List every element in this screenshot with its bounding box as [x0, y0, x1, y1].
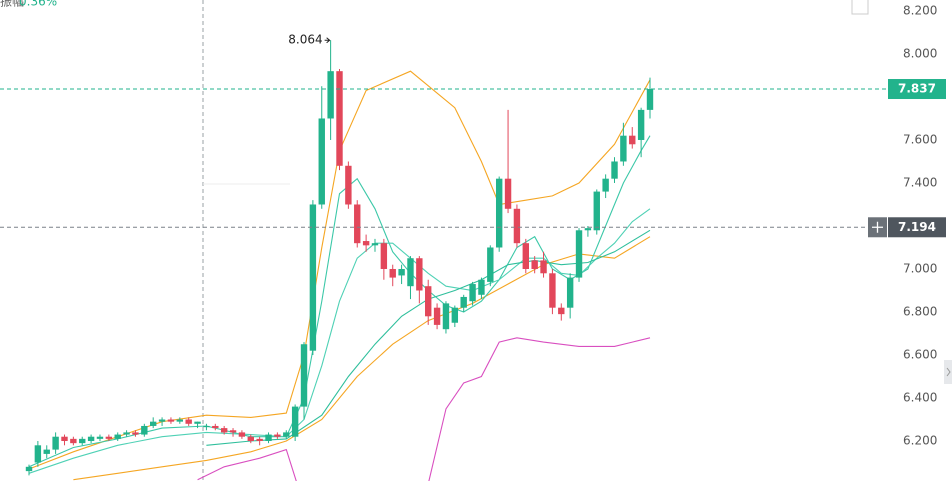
candle-body [558, 307, 565, 315]
candle-body [167, 419, 175, 422]
plus-icon [872, 221, 883, 233]
candle-body [495, 178, 503, 248]
candle-body [629, 135, 636, 145]
candle-body [43, 449, 50, 454]
candle-body [212, 425, 219, 429]
candle-body [602, 178, 609, 192]
candle-body [566, 277, 574, 308]
candle-body [407, 258, 414, 287]
header-label: 振幅 [0, 0, 24, 9]
candle-body [593, 191, 600, 231]
candle-body [504, 178, 512, 209]
candle-body [584, 228, 592, 231]
candle-body [637, 109, 645, 140]
y-tick-label: 7.000 [903, 261, 937, 275]
candle-body [247, 436, 254, 442]
candle-body [105, 436, 113, 439]
crosshair-tag [888, 217, 946, 238]
candle-body [380, 243, 388, 269]
crosshair-label: 7.194 [898, 220, 936, 234]
candle-body [487, 247, 494, 282]
candle-body [318, 118, 325, 205]
candle-body [646, 89, 654, 110]
candle-body [300, 344, 308, 407]
candle-body [478, 279, 485, 295]
y-tick-label: 6.600 [903, 347, 937, 361]
candle-body [433, 307, 441, 325]
candle-body [469, 284, 476, 302]
candle-body [575, 230, 583, 278]
candle-body [398, 268, 405, 276]
candle-body [141, 425, 148, 435]
header-value: 0.36% [19, 0, 57, 9]
candle-body [61, 436, 68, 442]
max-label: 8.064 [288, 33, 322, 47]
candle-body [513, 208, 521, 244]
overlay-line [73, 236, 651, 481]
max-arrow [324, 37, 331, 44]
candle-body [611, 161, 618, 179]
candle-body [79, 438, 86, 444]
candle-body [150, 421, 157, 426]
candle-body [238, 432, 246, 437]
candle-body [96, 436, 104, 439]
candle-body [425, 286, 432, 317]
candle-body [132, 432, 139, 435]
y-tick-label: 6.400 [903, 391, 937, 405]
candle-body [265, 434, 272, 442]
candle-body [522, 243, 529, 269]
side-tab-arrow [946, 367, 951, 377]
candle-body [229, 430, 237, 433]
y-tick-label: 8.000 [903, 46, 937, 60]
candle-body [70, 438, 77, 444]
candle-body [345, 165, 352, 205]
last-price-label: 7.837 [898, 82, 936, 96]
candle-body [256, 438, 263, 442]
candle-body [336, 71, 343, 166]
candle-body [389, 268, 396, 278]
last-price-tag [888, 79, 946, 100]
candle-body [87, 436, 95, 442]
candle-body [416, 258, 423, 291]
candle-body [549, 273, 556, 308]
y-tick-label: 7.400 [903, 175, 937, 189]
candle-body [176, 419, 184, 422]
candle-body [354, 204, 361, 244]
candle-body [460, 296, 467, 308]
candle-body [442, 303, 450, 330]
candle-body [291, 406, 299, 437]
candle-body [362, 241, 370, 246]
candle-body [309, 204, 317, 351]
y-tick-label: 7.600 [903, 132, 937, 146]
overlay-line [206, 229, 651, 446]
candle-body [123, 432, 130, 435]
candle-body [34, 445, 42, 463]
candle-body [283, 432, 290, 437]
overlay-line [197, 337, 651, 481]
candle-body [451, 307, 459, 323]
side-tab[interactable] [944, 360, 952, 384]
candle-body [274, 434, 281, 437]
candle-body [540, 260, 547, 274]
candle-body [620, 135, 627, 162]
candle-body [114, 434, 121, 439]
y-tick-label: 8.200 [903, 3, 937, 17]
candle-body [25, 466, 33, 472]
price-axis: 8.200 8.000 7.600 7.400 7.000 6.800 6.600 6.400… [896, 3, 937, 448]
candle-body [52, 436, 59, 450]
candle-body [158, 419, 166, 422]
plot-area [25, 40, 654, 481]
candle-body [371, 243, 379, 246]
candle-body [531, 260, 538, 269]
candle-body [194, 421, 201, 424]
y-tick-label: 6.800 [903, 304, 937, 318]
candle-body [203, 425, 210, 428]
candle-body [220, 428, 228, 433]
candle-body [327, 71, 334, 119]
overlay-line [28, 208, 651, 474]
toolbar-button[interactable] [851, 0, 869, 15]
candle-body [185, 419, 192, 424]
y-tick-label: 6.200 [903, 434, 937, 448]
